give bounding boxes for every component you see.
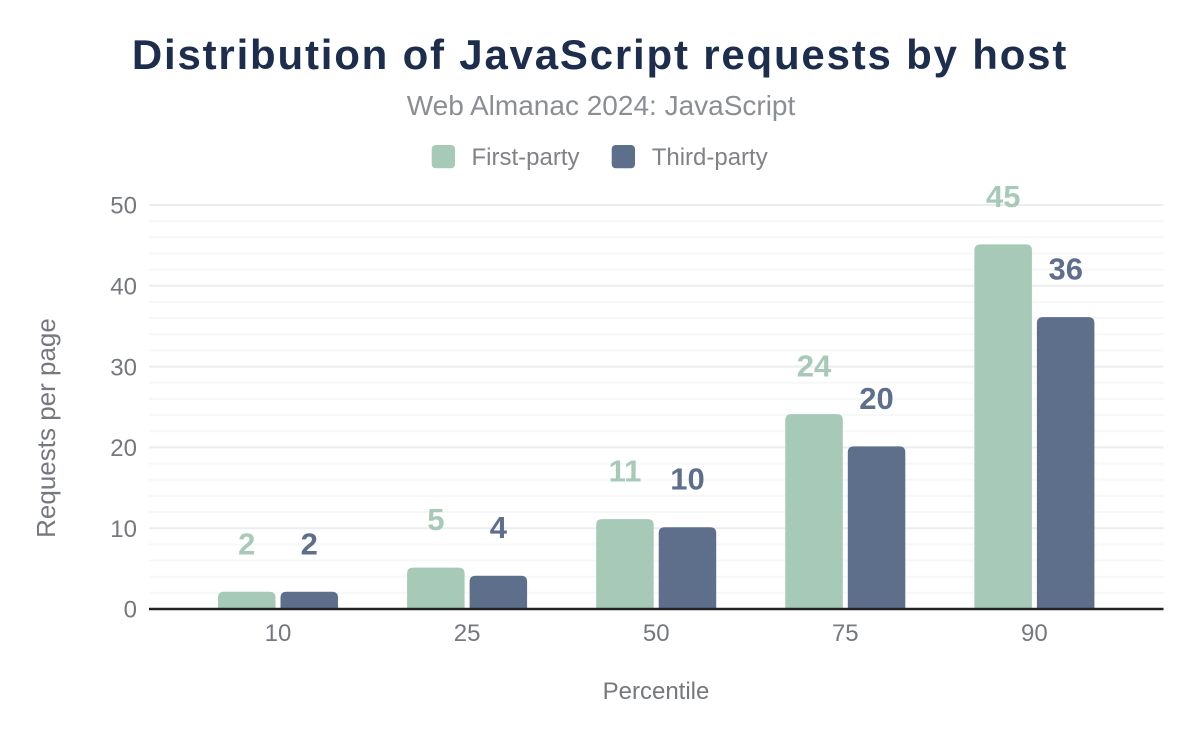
svg-text:90: 90	[1021, 620, 1048, 647]
svg-text:40: 40	[110, 274, 137, 301]
svg-text:30: 30	[110, 354, 137, 381]
svg-text:24: 24	[797, 349, 832, 384]
svg-text:2: 2	[301, 526, 318, 561]
svg-text:50: 50	[110, 193, 137, 220]
svg-text:First-party: First-party	[472, 144, 580, 171]
svg-text:Distribution of JavaScript req: Distribution of JavaScript requests by h…	[132, 31, 1068, 78]
svg-text:20: 20	[110, 435, 137, 462]
svg-text:Requests per page: Requests per page	[31, 318, 61, 538]
svg-text:0: 0	[124, 597, 137, 624]
svg-text:Web Almanac 2024: JavaScript: Web Almanac 2024: JavaScript	[407, 90, 796, 121]
svg-text:10: 10	[670, 462, 704, 497]
svg-text:4: 4	[490, 510, 508, 545]
svg-text:10: 10	[110, 516, 137, 543]
svg-text:36: 36	[1048, 252, 1082, 287]
svg-text:Percentile: Percentile	[603, 678, 710, 705]
svg-text:45: 45	[986, 179, 1020, 214]
svg-text:10: 10	[265, 620, 292, 647]
svg-text:Third-party: Third-party	[652, 144, 768, 171]
svg-text:20: 20	[859, 381, 893, 416]
svg-text:11: 11	[609, 454, 642, 489]
svg-text:5: 5	[427, 502, 444, 537]
svg-text:75: 75	[832, 620, 859, 647]
svg-text:25: 25	[454, 620, 481, 647]
svg-text:50: 50	[643, 620, 670, 647]
svg-text:2: 2	[238, 526, 255, 561]
